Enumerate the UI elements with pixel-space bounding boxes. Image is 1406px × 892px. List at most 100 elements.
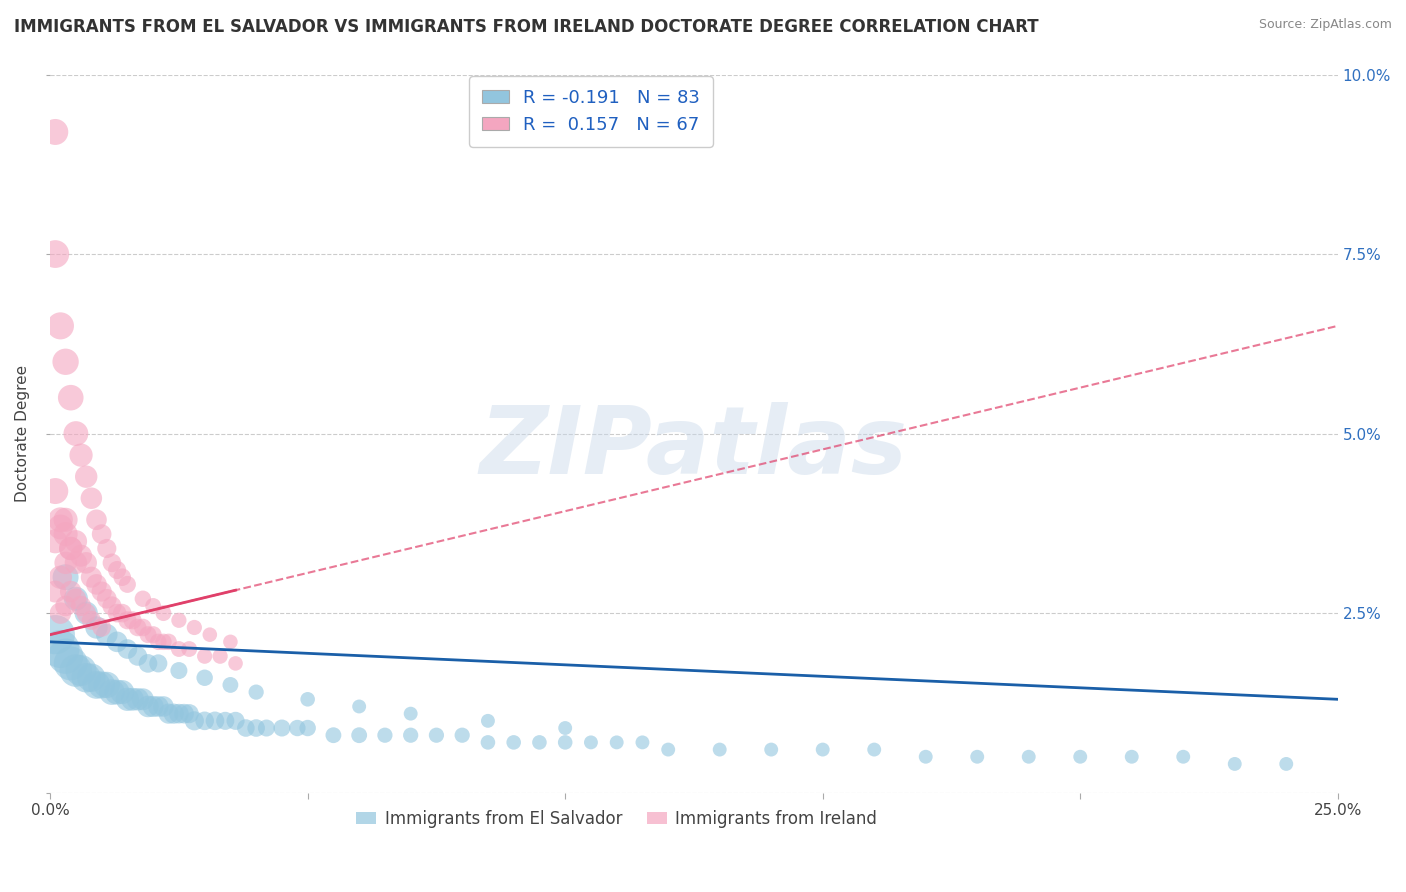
Immigrants from El Salvador [90, 678, 112, 692]
Immigrants from Ireland [55, 355, 77, 369]
Immigrants from Ireland [179, 642, 201, 657]
Immigrants from Ireland [111, 606, 134, 620]
Immigrants from El Salvador [322, 728, 344, 742]
Immigrants from Ireland [152, 635, 174, 649]
Immigrants from El Salvador [502, 735, 524, 749]
Immigrants from Ireland [105, 606, 128, 620]
Text: Source: ZipAtlas.com: Source: ZipAtlas.com [1258, 18, 1392, 31]
Immigrants from Ireland [209, 649, 232, 664]
Immigrants from El Salvador [1275, 756, 1298, 771]
Immigrants from El Salvador [59, 657, 82, 671]
Immigrants from Ireland [49, 513, 72, 527]
Immigrants from El Salvador [219, 678, 242, 692]
Immigrants from Ireland [127, 620, 149, 634]
Immigrants from El Salvador [1069, 749, 1091, 764]
Immigrants from El Salvador [173, 706, 195, 721]
Immigrants from El Salvador [148, 657, 170, 671]
Immigrants from El Salvador [297, 721, 319, 735]
Immigrants from El Salvador [214, 714, 236, 728]
Immigrants from El Salvador [606, 735, 628, 749]
Immigrants from El Salvador [101, 685, 124, 699]
Immigrants from El Salvador [183, 714, 205, 728]
Text: ZIPatlas: ZIPatlas [479, 402, 908, 494]
Immigrants from El Salvador [256, 721, 278, 735]
Immigrants from El Salvador [554, 735, 576, 749]
Immigrants from El Salvador [425, 728, 447, 742]
Immigrants from El Salvador [157, 706, 180, 721]
Immigrants from El Salvador [49, 642, 72, 657]
Immigrants from Ireland [65, 556, 87, 570]
Immigrants from El Salvador [529, 735, 551, 749]
Immigrants from Ireland [49, 520, 72, 534]
Immigrants from Ireland [80, 570, 103, 584]
Immigrants from Ireland [142, 628, 165, 642]
Immigrants from Ireland [132, 620, 155, 634]
Immigrants from El Salvador [121, 692, 143, 706]
Immigrants from Ireland [65, 534, 87, 549]
Immigrants from El Salvador [245, 721, 267, 735]
Immigrants from Ireland [49, 606, 72, 620]
Immigrants from Ireland [225, 657, 247, 671]
Immigrants from Ireland [121, 613, 143, 627]
Immigrants from El Salvador [297, 692, 319, 706]
Immigrants from El Salvador [142, 699, 165, 714]
Legend: Immigrants from El Salvador, Immigrants from Ireland: Immigrants from El Salvador, Immigrants … [350, 804, 884, 835]
Immigrants from El Salvador [136, 657, 159, 671]
Immigrants from Ireland [70, 549, 93, 563]
Immigrants from El Salvador [152, 699, 174, 714]
Immigrants from Ireland [96, 591, 118, 606]
Immigrants from Ireland [80, 491, 103, 506]
Immigrants from El Salvador [127, 692, 149, 706]
Immigrants from El Salvador [117, 692, 139, 706]
Immigrants from El Salvador [347, 699, 370, 714]
Immigrants from Ireland [59, 541, 82, 556]
Immigrants from El Salvador [1018, 749, 1040, 764]
Text: IMMIGRANTS FROM EL SALVADOR VS IMMIGRANTS FROM IRELAND DOCTORATE DEGREE CORRELAT: IMMIGRANTS FROM EL SALVADOR VS IMMIGRANT… [14, 18, 1039, 36]
Immigrants from Ireland [101, 599, 124, 613]
Immigrants from El Salvador [1173, 749, 1195, 764]
Immigrants from El Salvador [86, 678, 108, 692]
Immigrants from El Salvador [65, 664, 87, 678]
Immigrants from El Salvador [65, 591, 87, 606]
Immigrants from El Salvador [374, 728, 396, 742]
Immigrants from Ireland [44, 483, 66, 498]
Immigrants from Ireland [101, 556, 124, 570]
Immigrants from El Salvador [179, 706, 201, 721]
Immigrants from Ireland [75, 556, 97, 570]
Immigrants from El Salvador [347, 728, 370, 742]
Immigrants from Ireland [152, 606, 174, 620]
Immigrants from El Salvador [194, 714, 217, 728]
Immigrants from El Salvador [631, 735, 654, 749]
Immigrants from Ireland [65, 426, 87, 441]
Immigrants from El Salvador [761, 742, 783, 756]
Immigrants from Ireland [105, 563, 128, 577]
Y-axis label: Doctorate Degree: Doctorate Degree [15, 365, 30, 502]
Immigrants from El Salvador [451, 728, 474, 742]
Immigrants from El Salvador [75, 671, 97, 685]
Immigrants from El Salvador [55, 649, 77, 664]
Immigrants from El Salvador [1121, 749, 1143, 764]
Immigrants from Ireland [117, 613, 139, 627]
Immigrants from Ireland [75, 469, 97, 483]
Immigrants from El Salvador [477, 714, 499, 728]
Immigrants from Ireland [157, 635, 180, 649]
Immigrants from Ireland [55, 527, 77, 541]
Immigrants from Ireland [86, 513, 108, 527]
Immigrants from El Salvador [167, 706, 190, 721]
Immigrants from El Salvador [55, 570, 77, 584]
Immigrants from Ireland [55, 513, 77, 527]
Immigrants from Ireland [80, 613, 103, 627]
Immigrants from El Salvador [271, 721, 294, 735]
Immigrants from El Salvador [399, 728, 422, 742]
Immigrants from El Salvador [86, 620, 108, 634]
Immigrants from El Salvador [579, 735, 602, 749]
Immigrants from Ireland [167, 613, 190, 627]
Immigrants from Ireland [44, 247, 66, 261]
Immigrants from Ireland [49, 570, 72, 584]
Immigrants from Ireland [86, 577, 108, 591]
Immigrants from Ireland [70, 448, 93, 462]
Immigrants from Ireland [136, 628, 159, 642]
Immigrants from Ireland [65, 591, 87, 606]
Immigrants from Ireland [55, 556, 77, 570]
Immigrants from El Salvador [105, 635, 128, 649]
